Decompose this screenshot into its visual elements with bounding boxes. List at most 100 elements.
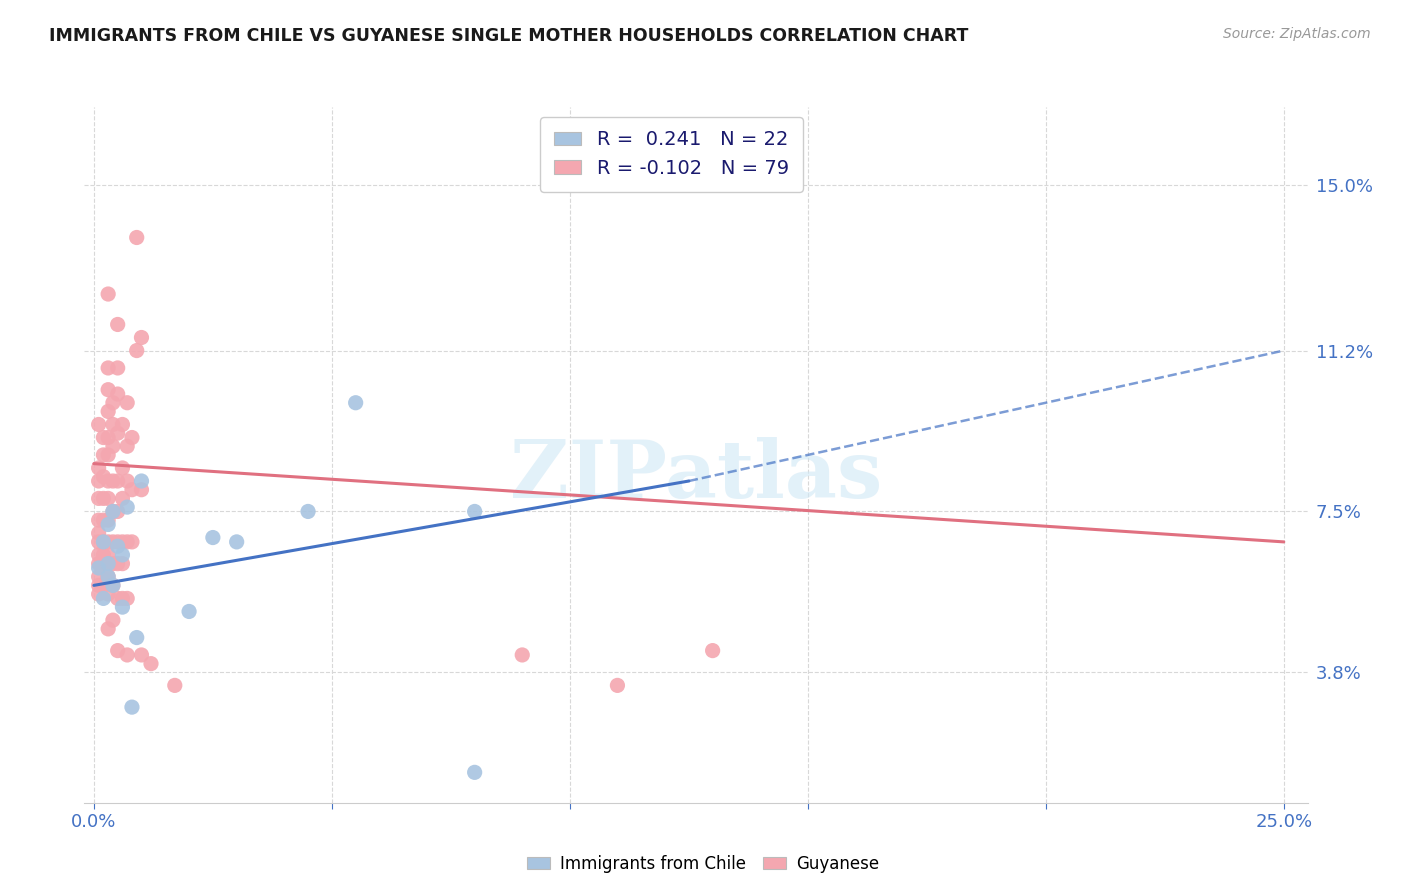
Point bbox=[97, 491, 120, 506]
Point bbox=[97, 448, 120, 462]
Point bbox=[97, 517, 120, 532]
Point bbox=[121, 483, 143, 497]
Point bbox=[139, 657, 162, 671]
Text: Source: ZipAtlas.com: Source: ZipAtlas.com bbox=[1223, 27, 1371, 41]
Point bbox=[107, 426, 129, 441]
Text: IMMIGRANTS FROM CHILE VS GUYANESE SINGLE MOTHER HOUSEHOLDS CORRELATION CHART: IMMIGRANTS FROM CHILE VS GUYANESE SINGLE… bbox=[49, 27, 969, 45]
Point bbox=[97, 570, 120, 584]
Point bbox=[87, 561, 110, 575]
Point bbox=[131, 483, 153, 497]
Point bbox=[201, 531, 224, 545]
Point bbox=[111, 417, 134, 432]
Point bbox=[101, 534, 124, 549]
Point bbox=[97, 513, 120, 527]
Point bbox=[107, 318, 129, 332]
Legend: Immigrants from Chile, Guyanese: Immigrants from Chile, Guyanese bbox=[520, 848, 886, 880]
Point bbox=[115, 396, 138, 410]
Point bbox=[101, 504, 124, 518]
Point bbox=[464, 504, 486, 518]
Point bbox=[97, 404, 120, 418]
Point bbox=[97, 383, 120, 397]
Point bbox=[121, 534, 143, 549]
Point bbox=[101, 578, 124, 592]
Point bbox=[93, 431, 115, 445]
Point bbox=[510, 648, 533, 662]
Point bbox=[107, 504, 129, 518]
Point bbox=[93, 534, 115, 549]
Point bbox=[125, 230, 148, 244]
Point bbox=[87, 534, 110, 549]
Point bbox=[97, 570, 120, 584]
Point bbox=[87, 513, 110, 527]
Point bbox=[131, 648, 153, 662]
Point bbox=[87, 548, 110, 562]
Point bbox=[93, 534, 115, 549]
Point bbox=[107, 591, 129, 606]
Point bbox=[87, 474, 110, 488]
Point bbox=[93, 513, 115, 527]
Point bbox=[101, 613, 124, 627]
Point bbox=[125, 631, 148, 645]
Point bbox=[344, 396, 367, 410]
Point bbox=[101, 557, 124, 571]
Point bbox=[97, 534, 120, 549]
Point bbox=[464, 765, 486, 780]
Point bbox=[131, 330, 153, 344]
Point bbox=[115, 474, 138, 488]
Point bbox=[107, 539, 129, 553]
Point bbox=[97, 431, 120, 445]
Point bbox=[93, 491, 115, 506]
Point bbox=[111, 491, 134, 506]
Point bbox=[97, 587, 120, 601]
Point bbox=[97, 622, 120, 636]
Point bbox=[702, 643, 724, 657]
Point bbox=[107, 361, 129, 376]
Point bbox=[87, 557, 110, 571]
Point bbox=[115, 591, 138, 606]
Point bbox=[121, 700, 143, 714]
Point bbox=[87, 526, 110, 541]
Point bbox=[97, 361, 120, 376]
Point bbox=[111, 600, 134, 615]
Point bbox=[163, 678, 186, 692]
Text: ZIPatlas: ZIPatlas bbox=[510, 437, 882, 515]
Point bbox=[115, 439, 138, 453]
Point bbox=[93, 557, 115, 571]
Point bbox=[93, 578, 115, 592]
Point bbox=[87, 417, 110, 432]
Point bbox=[111, 557, 134, 571]
Point bbox=[115, 648, 138, 662]
Point bbox=[101, 504, 124, 518]
Point bbox=[111, 461, 134, 475]
Point bbox=[97, 474, 120, 488]
Point bbox=[101, 474, 124, 488]
Point bbox=[87, 570, 110, 584]
Point bbox=[93, 548, 115, 562]
Point bbox=[107, 387, 129, 401]
Point bbox=[87, 578, 110, 592]
Point bbox=[97, 287, 120, 301]
Point bbox=[101, 396, 124, 410]
Point bbox=[93, 448, 115, 462]
Point bbox=[225, 534, 247, 549]
Point bbox=[97, 548, 120, 562]
Point bbox=[606, 678, 628, 692]
Point bbox=[125, 343, 148, 358]
Point bbox=[87, 587, 110, 601]
Point bbox=[107, 474, 129, 488]
Point bbox=[87, 461, 110, 475]
Point bbox=[177, 605, 200, 619]
Point bbox=[115, 534, 138, 549]
Point bbox=[93, 469, 115, 483]
Point bbox=[111, 548, 134, 562]
Point bbox=[121, 431, 143, 445]
Point bbox=[107, 534, 129, 549]
Point bbox=[107, 557, 129, 571]
Point bbox=[111, 591, 134, 606]
Point bbox=[131, 474, 153, 488]
Point bbox=[101, 439, 124, 453]
Point bbox=[107, 643, 129, 657]
Point bbox=[111, 534, 134, 549]
Point bbox=[97, 557, 120, 571]
Point bbox=[115, 500, 138, 514]
